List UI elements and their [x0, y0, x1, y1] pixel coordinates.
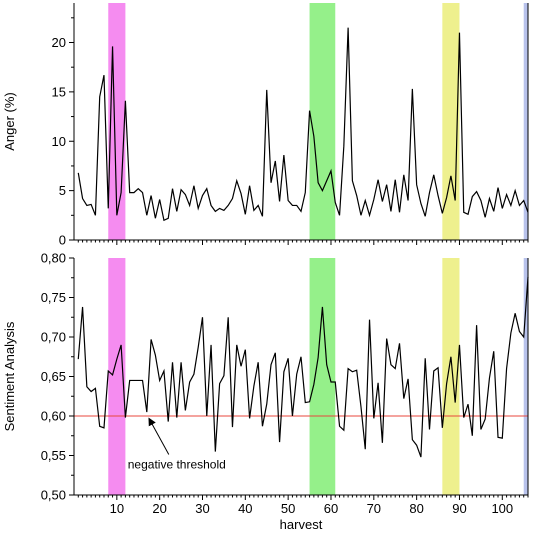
anger-panel-y-axis-title: Anger (%) — [2, 92, 17, 151]
sentiment-panel-band-0 — [108, 258, 126, 495]
x-tick-label: 10 — [110, 501, 124, 516]
anger-panel-band-3 — [523, 3, 528, 240]
anger-panel-y-tick-label: 10 — [52, 134, 66, 149]
anger-panel-y-tick-label: 0 — [59, 233, 66, 248]
anger-panel-y-tick-label: 15 — [52, 84, 66, 99]
sentiment-panel-band-1 — [309, 258, 336, 495]
sentiment-panel-y-tick-label: 0,50 — [41, 488, 66, 503]
x-tick-label: 70 — [367, 501, 381, 516]
anger-panel-y-tick-label: 5 — [59, 183, 66, 198]
sentiment-panel-y-tick-label: 0,75 — [41, 290, 66, 305]
x-tick-label: 60 — [324, 501, 338, 516]
x-tick-label: 20 — [152, 501, 166, 516]
sentiment-panel-y-axis-title: Sentiment Analysis — [2, 321, 17, 431]
x-tick-label: 30 — [195, 501, 209, 516]
sentiment-panel-y-tick-label: 0,80 — [41, 251, 66, 266]
x-tick-label: 40 — [238, 501, 252, 516]
x-tick-label: 100 — [491, 501, 513, 516]
x-tick-label: 50 — [281, 501, 295, 516]
highlight-bands-layer — [108, 3, 528, 495]
axes-layer: 0 5 10 15 20 Anger (%) 0,50 0,55 0,60 0,65 0,70 0,7… — [2, 3, 529, 532]
sentiment-panel-y-tick-label: 0,65 — [41, 369, 66, 384]
sentiment-panel-band-3 — [523, 258, 528, 495]
series-layer — [77, 27, 529, 458]
x-tick-label: 80 — [409, 501, 423, 516]
threshold-arrow — [148, 417, 170, 455]
anger-panel-series-line-0 — [77, 27, 529, 222]
annotation-layer: negative threshold — [128, 417, 226, 472]
anger-panel-y-tick-label: 20 — [52, 35, 66, 50]
sentiment-panel-y-tick-label: 0,70 — [41, 330, 66, 345]
sentiment-panel-y-tick-label: 0,60 — [41, 409, 66, 424]
sentiment-panel-series-line-0 — [77, 276, 529, 458]
x-axis-title: harvest — [280, 517, 323, 532]
negative-threshold-label: negative threshold — [128, 458, 226, 472]
anger-panel-band-1 — [309, 3, 336, 240]
sentiment-panel-y-tick-label: 0,55 — [41, 448, 66, 463]
x-tick-label: 90 — [452, 501, 466, 516]
sentiment-panel-band-2 — [442, 258, 460, 495]
